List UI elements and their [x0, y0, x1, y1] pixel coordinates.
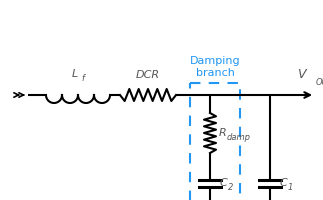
- Bar: [190, 83, 240, 200]
- Text: R: R: [219, 128, 227, 138]
- Text: 1: 1: [288, 182, 293, 192]
- Text: L: L: [72, 69, 78, 79]
- Text: V: V: [297, 68, 306, 81]
- Text: damp: damp: [227, 132, 251, 142]
- Text: C: C: [280, 178, 288, 188]
- Text: DCR: DCR: [136, 70, 160, 80]
- Text: C: C: [220, 178, 228, 188]
- Text: Damping
branch: Damping branch: [190, 56, 240, 78]
- Text: OUT: OUT: [316, 78, 323, 87]
- Text: 2: 2: [228, 182, 234, 192]
- Text: f: f: [81, 74, 85, 83]
